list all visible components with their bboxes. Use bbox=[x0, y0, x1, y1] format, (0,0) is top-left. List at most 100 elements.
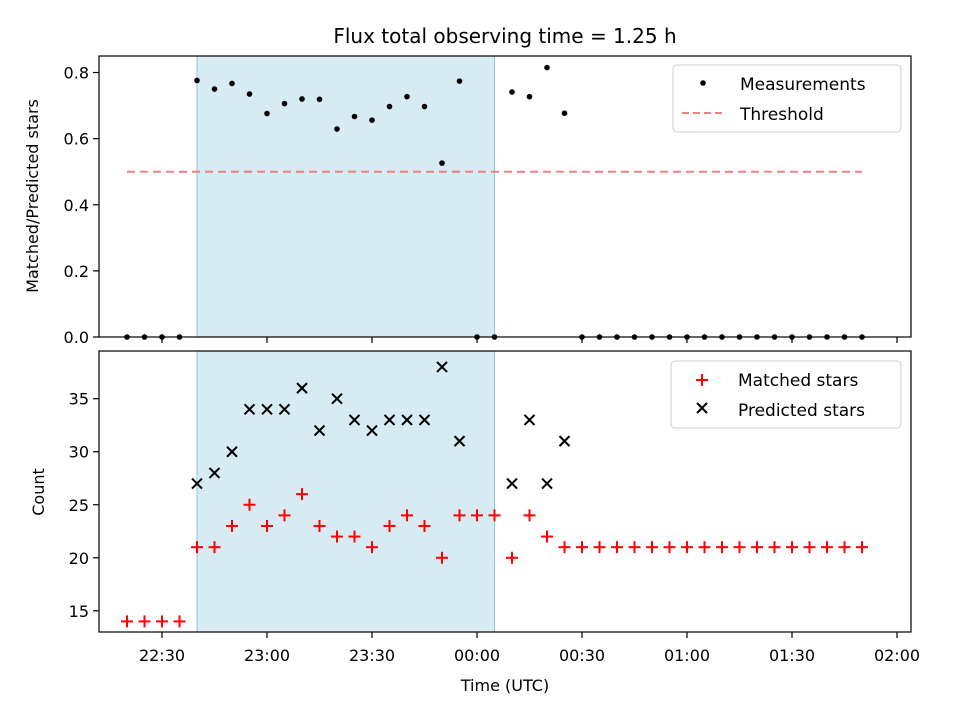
legend-measurements-marker bbox=[700, 80, 706, 86]
predicted-star-point bbox=[243, 403, 256, 416]
top-shaded-span bbox=[196, 55, 495, 338]
predicted-star-point bbox=[313, 424, 326, 437]
matched-star-point bbox=[663, 541, 676, 554]
measurement-point bbox=[211, 86, 218, 92]
matched-star-point bbox=[261, 519, 273, 532]
matched-star-point bbox=[786, 541, 798, 554]
bottom-y-tick-label: 25 bbox=[69, 496, 89, 515]
matched-star-point bbox=[733, 541, 746, 554]
matched-star-point bbox=[208, 541, 221, 554]
bottom-y-tick-label: 15 bbox=[69, 602, 89, 621]
predicted-star-point bbox=[296, 382, 308, 394]
legend-predicted-marker bbox=[696, 402, 708, 414]
top-panel: 0.0 0.2 0.4 0.6 0.8 Measurements Threshold bbox=[64, 55, 912, 347]
matched-star-point bbox=[751, 541, 763, 554]
predicted-star-point bbox=[348, 414, 361, 426]
predicted-star-point bbox=[558, 435, 571, 447]
measurement-point bbox=[316, 96, 323, 103]
x-tick-label: 01:30 bbox=[769, 646, 815, 665]
top-y-tick-label: 0.8 bbox=[64, 64, 89, 83]
measurement-point bbox=[509, 89, 515, 95]
matched-star-point bbox=[558, 541, 571, 554]
predicted-star-point bbox=[226, 446, 238, 458]
matched-star-point bbox=[681, 541, 693, 554]
matched-star-point bbox=[418, 519, 431, 532]
matched-star-point bbox=[296, 488, 308, 501]
measurement-point bbox=[264, 110, 270, 117]
x-tick-label: 00:30 bbox=[559, 646, 605, 665]
matched-star-point bbox=[331, 530, 343, 543]
matched-star-point bbox=[506, 551, 518, 564]
matched-star-point bbox=[191, 541, 203, 554]
bottom-y-tick-label: 35 bbox=[69, 390, 89, 409]
matched-star-point bbox=[278, 509, 291, 522]
measurement-point bbox=[404, 93, 410, 100]
measurement-point bbox=[421, 103, 428, 110]
matched-star-point bbox=[541, 530, 553, 543]
measurement-point bbox=[299, 96, 305, 102]
bottom-y-tick-label: 20 bbox=[69, 549, 89, 568]
bottom-y-axis-label: Count bbox=[29, 468, 48, 516]
predicted-star-point bbox=[208, 467, 221, 479]
matched-star-point bbox=[366, 541, 378, 554]
matched-star-point bbox=[138, 615, 151, 628]
matched-star-point bbox=[646, 541, 658, 554]
matched-star-point bbox=[611, 541, 623, 554]
measurement-point bbox=[439, 160, 445, 166]
chart-title: Flux total observing time = 1.25 h bbox=[333, 24, 676, 48]
matched-star-point bbox=[716, 541, 728, 554]
x-tick-label: 23:30 bbox=[349, 646, 395, 665]
bottom-plot-frame bbox=[98, 350, 912, 633]
measurement-point bbox=[544, 64, 550, 71]
predicted-star-point bbox=[331, 393, 343, 405]
matched-star-point bbox=[156, 615, 168, 628]
measurement-point bbox=[526, 93, 533, 100]
matched-star-point bbox=[856, 541, 868, 554]
measurement-point bbox=[386, 103, 393, 110]
top-y-tick-label: 0.0 bbox=[64, 328, 89, 347]
matched-star-point bbox=[313, 519, 326, 532]
legend-threshold-label: Threshold bbox=[739, 105, 824, 125]
predicted-star-point bbox=[506, 477, 518, 490]
measurement-point bbox=[194, 77, 200, 84]
predicted-star-point bbox=[278, 403, 291, 416]
x-tick-label: 02:00 bbox=[874, 646, 920, 665]
measurement-point bbox=[369, 117, 375, 123]
matched-star-point bbox=[401, 509, 413, 522]
top-y-tick-label: 0.2 bbox=[64, 262, 89, 281]
matched-star-point bbox=[698, 541, 711, 554]
top-legend: Measurements Threshold bbox=[672, 64, 902, 133]
x-tick-label: 23:00 bbox=[244, 646, 290, 665]
predicted-star-point bbox=[261, 403, 273, 416]
matched-star-point bbox=[821, 541, 833, 554]
predicted-star-point bbox=[541, 477, 553, 490]
legend-measurements-label: Measurements bbox=[740, 75, 866, 95]
bottom-legend: Matched stars Predicted stars bbox=[670, 360, 902, 429]
matched-star-point bbox=[243, 498, 256, 511]
matched-star-point bbox=[576, 541, 588, 554]
predicted-star-point bbox=[191, 477, 203, 490]
matched-star-point bbox=[593, 541, 606, 554]
bottom-panel: 15 20 25 30 35 22:30 23:00 23:30 00:00 00:30 01:00… bbox=[69, 350, 920, 665]
matched-star-point bbox=[803, 541, 816, 554]
predicted-star-point bbox=[401, 414, 413, 426]
measurement-point bbox=[351, 113, 358, 120]
matched-star-point bbox=[453, 509, 466, 522]
top-legend-box bbox=[672, 64, 902, 133]
matched-star-point bbox=[383, 519, 396, 532]
top-plot-frame bbox=[98, 55, 912, 338]
matched-star-point bbox=[471, 509, 483, 522]
top-y-axis-label: Matched/Predicted stars bbox=[23, 99, 42, 293]
measurement-point bbox=[281, 100, 288, 107]
legend-matched-marker bbox=[696, 374, 708, 386]
bottom-y-tick-label: 30 bbox=[69, 443, 89, 462]
x-tick-label: 01:00 bbox=[664, 646, 710, 665]
matched-star-point bbox=[173, 615, 186, 628]
top-y-tick-label: 0.6 bbox=[64, 130, 89, 149]
measurement-point bbox=[229, 80, 235, 87]
matched-star-point bbox=[838, 541, 851, 554]
bottom-shaded-span bbox=[196, 350, 495, 633]
matched-star-point bbox=[768, 541, 781, 554]
predicted-star-point bbox=[523, 414, 536, 426]
